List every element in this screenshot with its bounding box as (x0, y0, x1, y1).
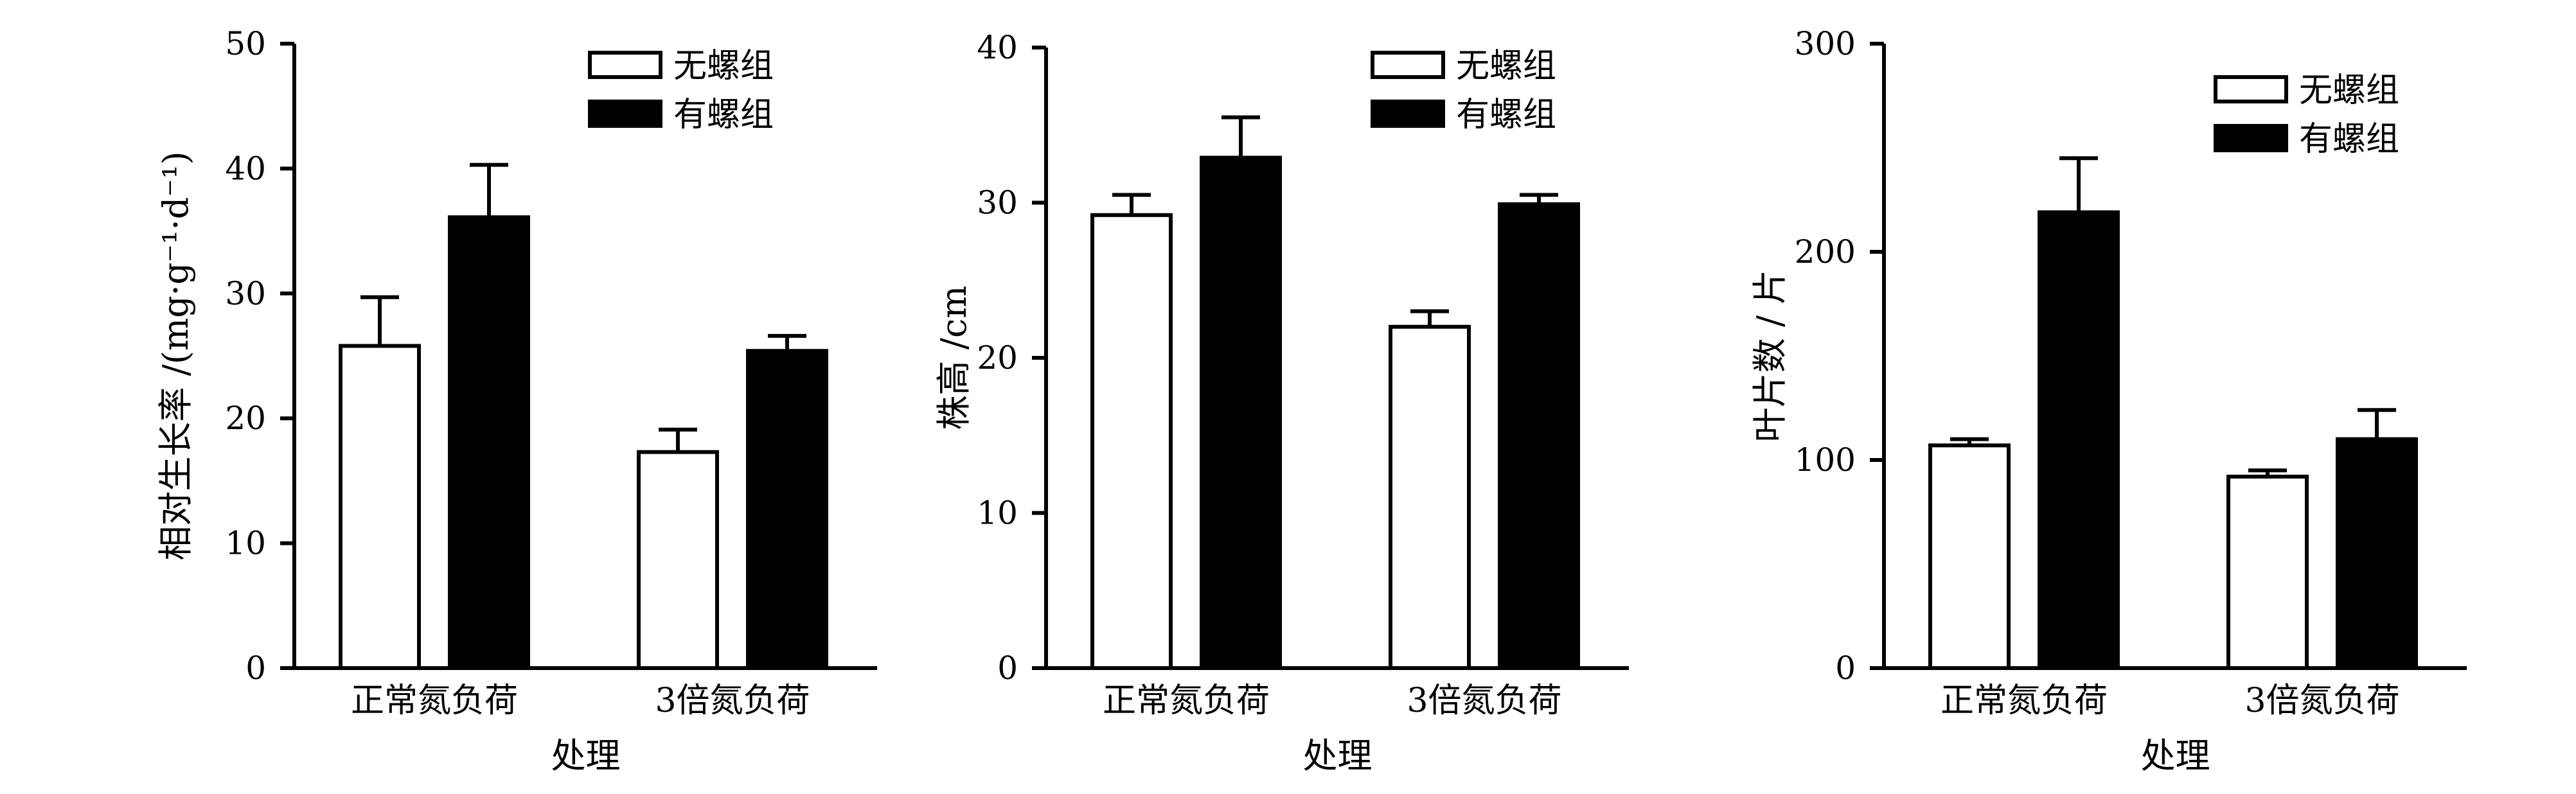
x-axis-title: 处理 (551, 736, 621, 776)
y-tick-label: 50 (225, 25, 266, 62)
y-tick-label: 20 (977, 339, 1018, 376)
legend-label: 无螺组 (1456, 47, 1556, 85)
y-tick-label: 300 (1795, 25, 1856, 62)
y-tick-label: 100 (1795, 441, 1856, 479)
x-tick-label: 3倍氮负荷 (655, 682, 810, 720)
bar-without-snail (339, 344, 421, 670)
x-axis-title: 处理 (1303, 736, 1372, 776)
y-tick-label: 40 (977, 29, 1018, 66)
x-axis-title: 处理 (2141, 736, 2210, 776)
y-axis-title: 株高 /cm (934, 286, 974, 430)
legend-swatch (2214, 124, 2288, 152)
bar-with-snail (448, 215, 530, 670)
y-axis-title: 相对生长率 /(mg·g⁻¹·d⁻¹) (155, 151, 196, 560)
legend-swatch (2214, 75, 2288, 103)
y-tick-label: 0 (997, 649, 1018, 687)
legend-label: 无螺组 (673, 47, 774, 85)
y-tick-label: 40 (225, 150, 266, 187)
bar-without-snail (1389, 324, 1471, 670)
bar-without-snail (2226, 474, 2309, 670)
legend-label: 有螺组 (2299, 120, 2399, 159)
bar-with-snail (1200, 155, 1282, 670)
x-tick-label: 3倍氮负荷 (2244, 682, 2399, 720)
y-tick-label: 0 (1835, 649, 1856, 687)
x-tick-label: 正常氮负荷 (1941, 682, 2108, 720)
bar-with-snail (2336, 437, 2418, 670)
legend-label: 无螺组 (2299, 71, 2399, 110)
bar-with-snail (1498, 202, 1580, 671)
bar-with-snail (2038, 210, 2120, 670)
legend-label: 有螺组 (673, 96, 774, 134)
bar-without-snail (637, 450, 719, 670)
x-tick-label: 正常氮负荷 (351, 682, 518, 720)
y-tick-label: 30 (977, 184, 1018, 222)
legend-swatch (588, 100, 662, 128)
y-tick-label: 20 (225, 400, 266, 437)
bar-with-snail (746, 349, 828, 670)
y-tick-label: 0 (245, 649, 266, 687)
legend-swatch (588, 51, 662, 79)
y-tick-label: 10 (225, 525, 266, 562)
legend-label: 有螺组 (1456, 96, 1556, 134)
bar-without-snail (1928, 443, 2011, 670)
y-tick-label: 200 (1795, 233, 1856, 270)
y-tick-label: 30 (225, 275, 266, 312)
legend-swatch (1371, 51, 1445, 79)
legend-swatch (1371, 100, 1445, 128)
y-axis-title: 叶片数 / 片 (1750, 270, 1790, 443)
bar-without-snail (1090, 213, 1173, 670)
x-tick-label: 3倍氮负荷 (1407, 682, 1561, 720)
x-tick-label: 正常氮负荷 (1103, 682, 1270, 720)
y-tick-label: 10 (977, 495, 1018, 532)
